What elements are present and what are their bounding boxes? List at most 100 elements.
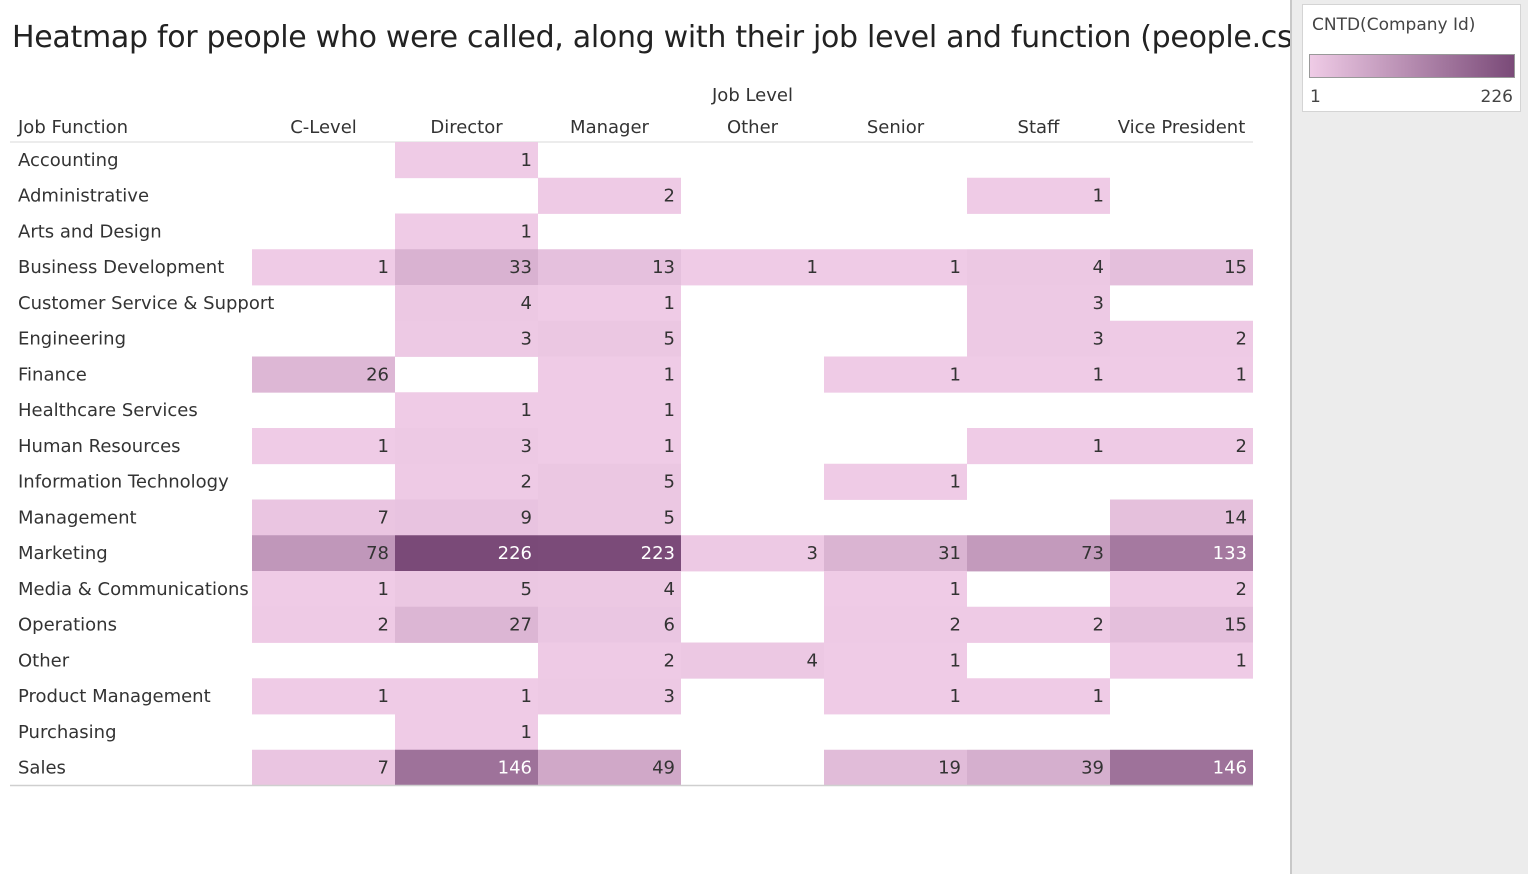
heatmap-cell[interactable] xyxy=(538,571,681,608)
heatmap-cell[interactable] xyxy=(967,356,1110,393)
heatmap-cell[interactable] xyxy=(395,428,538,465)
cell-value-label: 78 xyxy=(366,543,389,564)
column-header[interactable]: Senior xyxy=(867,117,925,138)
column-header[interactable]: Director xyxy=(430,117,503,138)
heatmap-cell[interactable] xyxy=(252,428,395,465)
heatmap-cell[interactable] xyxy=(252,571,395,608)
row-label[interactable]: Arts and Design xyxy=(18,221,162,242)
heatmap-cell[interactable] xyxy=(395,499,538,536)
row-label[interactable]: Business Development xyxy=(18,257,224,278)
heatmap-cell[interactable] xyxy=(395,320,538,357)
heatmap-cell[interactable] xyxy=(252,356,395,393)
row-label[interactable]: Accounting xyxy=(18,150,119,171)
heatmap-cell[interactable] xyxy=(538,285,681,322)
heatmap-cell[interactable] xyxy=(538,749,681,786)
row-label[interactable]: Product Management xyxy=(18,686,211,707)
heatmap-cell[interactable] xyxy=(824,678,967,715)
heatmap-cell[interactable] xyxy=(538,177,681,214)
heatmap-cell[interactable] xyxy=(395,249,538,286)
heatmap-cell[interactable] xyxy=(395,213,538,250)
cell-value-label: 1 xyxy=(1236,650,1247,671)
heatmap-cell[interactable] xyxy=(252,749,395,786)
heatmap-cell[interactable] xyxy=(967,678,1110,715)
row-label[interactable]: Engineering xyxy=(18,329,126,350)
heatmap-cell[interactable] xyxy=(538,356,681,393)
heatmap-cell[interactable] xyxy=(252,499,395,536)
heatmap-cell[interactable] xyxy=(395,285,538,322)
heatmap-cell[interactable] xyxy=(824,535,967,572)
heatmap-cell[interactable] xyxy=(538,642,681,679)
heatmap-cell[interactable] xyxy=(252,535,395,572)
row-label[interactable]: Customer Service & Support xyxy=(18,293,274,314)
heatmap-cell[interactable] xyxy=(681,535,824,572)
heatmap-cell[interactable] xyxy=(395,749,538,786)
column-header[interactable]: Other xyxy=(727,117,779,138)
heatmap-cell[interactable] xyxy=(538,428,681,465)
heatmap-cell[interactable] xyxy=(824,356,967,393)
heatmap-cell[interactable] xyxy=(967,428,1110,465)
row-label[interactable]: Operations xyxy=(18,615,117,636)
heatmap-cell[interactable] xyxy=(395,714,538,751)
heatmap-cell[interactable] xyxy=(538,320,681,357)
heatmap-cell[interactable] xyxy=(395,678,538,715)
heatmap-cell[interactable] xyxy=(252,678,395,715)
heatmap-cell[interactable] xyxy=(1110,499,1253,536)
heatmap-cell[interactable] xyxy=(395,535,538,572)
heatmap-cell[interactable] xyxy=(538,392,681,429)
heatmap-cell[interactable] xyxy=(824,749,967,786)
column-header[interactable]: Manager xyxy=(570,117,649,138)
heatmap-cell[interactable] xyxy=(538,678,681,715)
row-label[interactable]: Marketing xyxy=(18,543,108,564)
heatmap-cell[interactable] xyxy=(967,606,1110,643)
heatmap-cell[interactable] xyxy=(967,535,1110,572)
column-header[interactable]: C-Level xyxy=(290,117,357,138)
row-label[interactable]: Finance xyxy=(18,364,87,385)
heatmap-cell[interactable] xyxy=(1110,642,1253,679)
heatmap-cell[interactable] xyxy=(824,249,967,286)
heatmap-cell[interactable] xyxy=(1110,535,1253,572)
column-header[interactable]: Staff xyxy=(1018,117,1061,138)
heatmap-cell[interactable] xyxy=(538,606,681,643)
heatmap-cell[interactable] xyxy=(824,606,967,643)
heatmap-cell[interactable] xyxy=(681,249,824,286)
heatmap-cell[interactable] xyxy=(252,249,395,286)
heatmap-cell[interactable] xyxy=(1110,606,1253,643)
color-legend[interactable]: CNTD(Company Id) 1 226 xyxy=(1302,4,1521,112)
row-label[interactable]: Information Technology xyxy=(18,472,229,493)
heatmap-cell[interactable] xyxy=(967,285,1110,322)
heatmap-cell[interactable] xyxy=(538,535,681,572)
heatmap-cell[interactable] xyxy=(252,606,395,643)
heatmap-cell[interactable] xyxy=(395,571,538,608)
heatmap-cell[interactable] xyxy=(538,499,681,536)
cell-value-label: 19 xyxy=(938,758,961,779)
heatmap-cell[interactable] xyxy=(824,642,967,679)
heatmap-cell[interactable] xyxy=(395,392,538,429)
row-label[interactable]: Human Resources xyxy=(18,436,181,457)
heatmap-cell[interactable] xyxy=(967,177,1110,214)
heatmap-cell[interactable] xyxy=(1110,320,1253,357)
heatmap-cell[interactable] xyxy=(824,571,967,608)
heatmap-cell[interactable] xyxy=(967,320,1110,357)
heatmap-cell[interactable] xyxy=(395,463,538,500)
heatmap-cell[interactable] xyxy=(967,749,1110,786)
heatmap-cell[interactable] xyxy=(1110,249,1253,286)
heatmap-cell[interactable] xyxy=(538,463,681,500)
heatmap-cell[interactable] xyxy=(1110,749,1253,786)
row-label[interactable]: Purchasing xyxy=(18,722,117,743)
row-label[interactable]: Other xyxy=(18,650,70,671)
column-header[interactable]: Vice President xyxy=(1118,117,1246,138)
heatmap-cell[interactable] xyxy=(395,606,538,643)
heatmap-cell[interactable] xyxy=(824,463,967,500)
row-label[interactable]: Management xyxy=(18,507,137,528)
row-label[interactable]: Healthcare Services xyxy=(18,400,198,421)
heatmap-cell[interactable] xyxy=(681,642,824,679)
row-label[interactable]: Media & Communications xyxy=(18,579,249,600)
heatmap-cell[interactable] xyxy=(395,142,538,179)
heatmap-cell[interactable] xyxy=(1110,428,1253,465)
heatmap-cell[interactable] xyxy=(1110,571,1253,608)
heatmap-cell[interactable] xyxy=(1110,356,1253,393)
heatmap-cell[interactable] xyxy=(538,249,681,286)
row-label[interactable]: Sales xyxy=(18,758,66,779)
heatmap-cell[interactable] xyxy=(967,249,1110,286)
row-label[interactable]: Administrative xyxy=(18,186,149,207)
